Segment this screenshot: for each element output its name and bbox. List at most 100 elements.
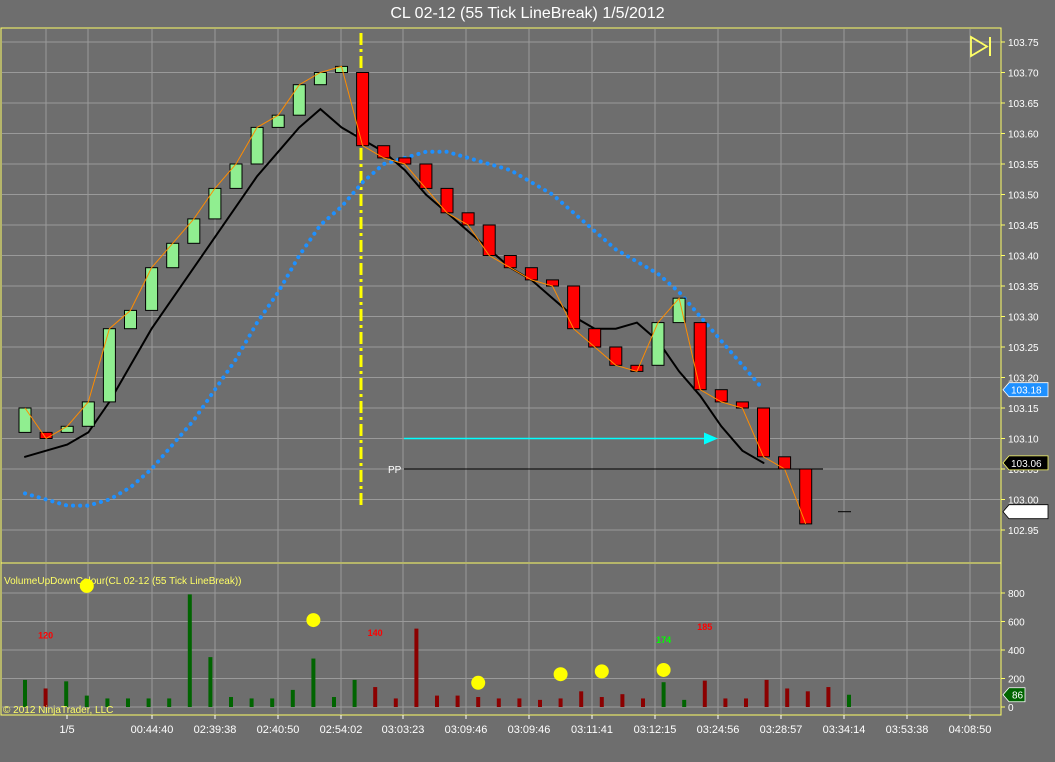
volume-bar — [455, 695, 460, 707]
time-tick-label: 00:44:40 — [131, 724, 174, 736]
cyan-arrow-head[interactable] — [704, 432, 718, 445]
price-tick-label: 103.15 — [1008, 404, 1039, 415]
svg-text:102.98: 102.98 — [1011, 508, 1042, 519]
up-bar — [60, 425, 74, 433]
volume-bar — [579, 691, 584, 707]
volume-bar — [352, 679, 357, 707]
volume-bar — [23, 679, 27, 707]
volume-dots — [79, 578, 671, 690]
time-tick-label: 03:53:38 — [886, 724, 929, 736]
last-price-tag-2: 103.06 — [1002, 455, 1049, 471]
volume-bar — [847, 694, 851, 707]
price-tick-label: 103.00 — [1008, 496, 1039, 507]
up-bar — [166, 242, 180, 269]
price-axis: 103.75 103.70 103.65 103.60 103.55 103.50 103.… — [1001, 38, 1039, 537]
time-tick-label: 03:11:41 — [571, 724, 613, 736]
down-bar — [356, 72, 370, 147]
volume-bar — [641, 698, 645, 707]
slow-ma-series — [23, 149, 766, 508]
volume-bar — [270, 698, 275, 707]
time-tick-label: 03:24:56 — [697, 724, 740, 736]
price-tick-label: 103.60 — [1008, 130, 1039, 141]
price-tick-label: 103.25 — [1008, 343, 1039, 354]
volume-dot — [656, 662, 671, 677]
volume-bar — [764, 679, 769, 707]
price-tick-label: 103.20 — [1008, 374, 1039, 385]
price-tick-label: 103.05 — [1008, 465, 1039, 476]
time-tick-label: 03:09:46 — [445, 724, 488, 736]
volume-bar — [393, 698, 398, 707]
volume-grid — [2, 564, 1000, 714]
down-bar — [778, 456, 792, 470]
svg-text:86: 86 — [1012, 691, 1024, 702]
up-bar — [292, 84, 306, 116]
chart-title: CL 02-12 (55 Tick LineBreak) 1/5/2012 — [390, 5, 665, 22]
price-tick-label: 103.70 — [1008, 69, 1039, 80]
up-bar — [18, 407, 32, 433]
close-line — [24, 65, 807, 525]
down-bar — [377, 145, 391, 159]
pp-label: PP — [388, 465, 402, 476]
last-price-tag-1: 103.18 — [1002, 382, 1049, 398]
volume-bar — [599, 697, 604, 707]
volume-dot — [471, 675, 486, 690]
down-bar — [693, 322, 707, 391]
volume-bar — [538, 699, 542, 707]
volume-bar — [517, 698, 522, 707]
down-bar — [482, 224, 496, 256]
volume-bar — [249, 698, 254, 707]
volume-bar — [702, 680, 707, 707]
svg-text:103.18: 103.18 — [1011, 386, 1042, 397]
volume-tick-label: 800 — [1008, 589, 1025, 600]
up-bar — [187, 218, 201, 244]
volume-value-label: 140 — [368, 628, 383, 638]
up-bar — [250, 126, 264, 165]
up-bar — [672, 297, 686, 324]
volume-bar — [187, 594, 192, 707]
volume-bar — [744, 698, 748, 707]
time-axis: 1/5 00:44:40 02:39:38 02:40:50 02:54:02 03:03… — [59, 715, 991, 736]
volume-dot — [553, 667, 568, 682]
down-bar — [440, 187, 454, 214]
volume-bar — [208, 657, 213, 707]
up-bar — [81, 401, 95, 427]
down-bar — [799, 468, 813, 525]
up-bar — [124, 309, 137, 330]
volume-bar — [826, 687, 831, 707]
volume-axis: 800 600 400 200 0 — [1001, 589, 1025, 714]
down-bar — [461, 212, 475, 226]
last-price-tag-3: 102.98 — [1002, 504, 1049, 520]
volume-bar — [785, 688, 790, 707]
up-bar — [102, 328, 116, 403]
time-tick-label: 02:54:02 — [320, 724, 363, 736]
down-bar — [419, 163, 433, 189]
volume-bar — [414, 628, 419, 707]
volume-bar — [682, 699, 687, 707]
up-bar — [229, 163, 243, 189]
volume-bar — [661, 682, 666, 707]
volume-bar — [311, 658, 316, 707]
down-bar — [588, 328, 602, 348]
volume-bar — [229, 697, 233, 707]
volume-dot — [306, 613, 321, 628]
price-tick-label: 103.40 — [1008, 252, 1039, 263]
volume-bar — [290, 689, 295, 707]
up-bar — [145, 267, 159, 311]
volume-bar — [64, 681, 69, 707]
volume-bar — [620, 694, 625, 707]
volume-bar — [332, 697, 336, 707]
volume-bar — [84, 695, 89, 707]
volume-bar — [435, 695, 439, 707]
volume-bar — [476, 697, 481, 707]
price-tick-label: 103.30 — [1008, 313, 1039, 324]
volume-bars — [23, 594, 851, 707]
volume-bar — [146, 698, 151, 707]
svg-text:103.06: 103.06 — [1011, 459, 1042, 470]
volume-bar — [167, 698, 172, 707]
play-to-end-icon[interactable] — [970, 35, 991, 58]
up-bar — [651, 322, 665, 366]
volume-bar — [373, 687, 378, 707]
volume-dot — [79, 578, 94, 593]
volume-tick-label: 0 — [1008, 703, 1014, 714]
